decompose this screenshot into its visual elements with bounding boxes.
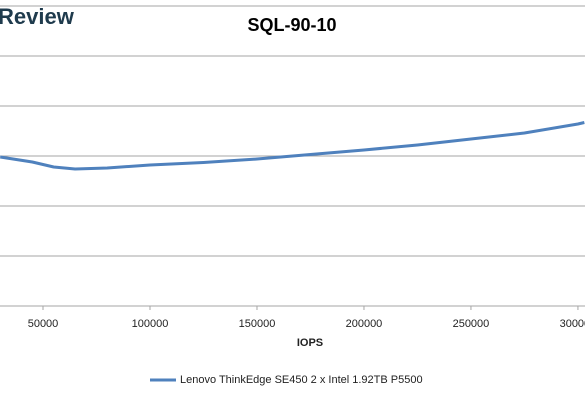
x-tick-label: 200000 [346, 318, 383, 330]
x-tick-label: 250000 [453, 318, 490, 330]
x-tick-label: 50000 [28, 318, 59, 330]
chart-title: SQL-90-10 [247, 15, 336, 35]
legend-label: Lenovo ThinkEdge SE450 2 x Intel 1.92TB … [180, 374, 423, 386]
logo: Review [0, 4, 75, 29]
data-line [0, 121, 585, 171]
x-tick-label: 300000 [560, 318, 585, 330]
x-axis-label: IOPS [297, 337, 323, 349]
x-tick-label: 150000 [239, 318, 276, 330]
x-tick-label: 100000 [132, 318, 169, 330]
